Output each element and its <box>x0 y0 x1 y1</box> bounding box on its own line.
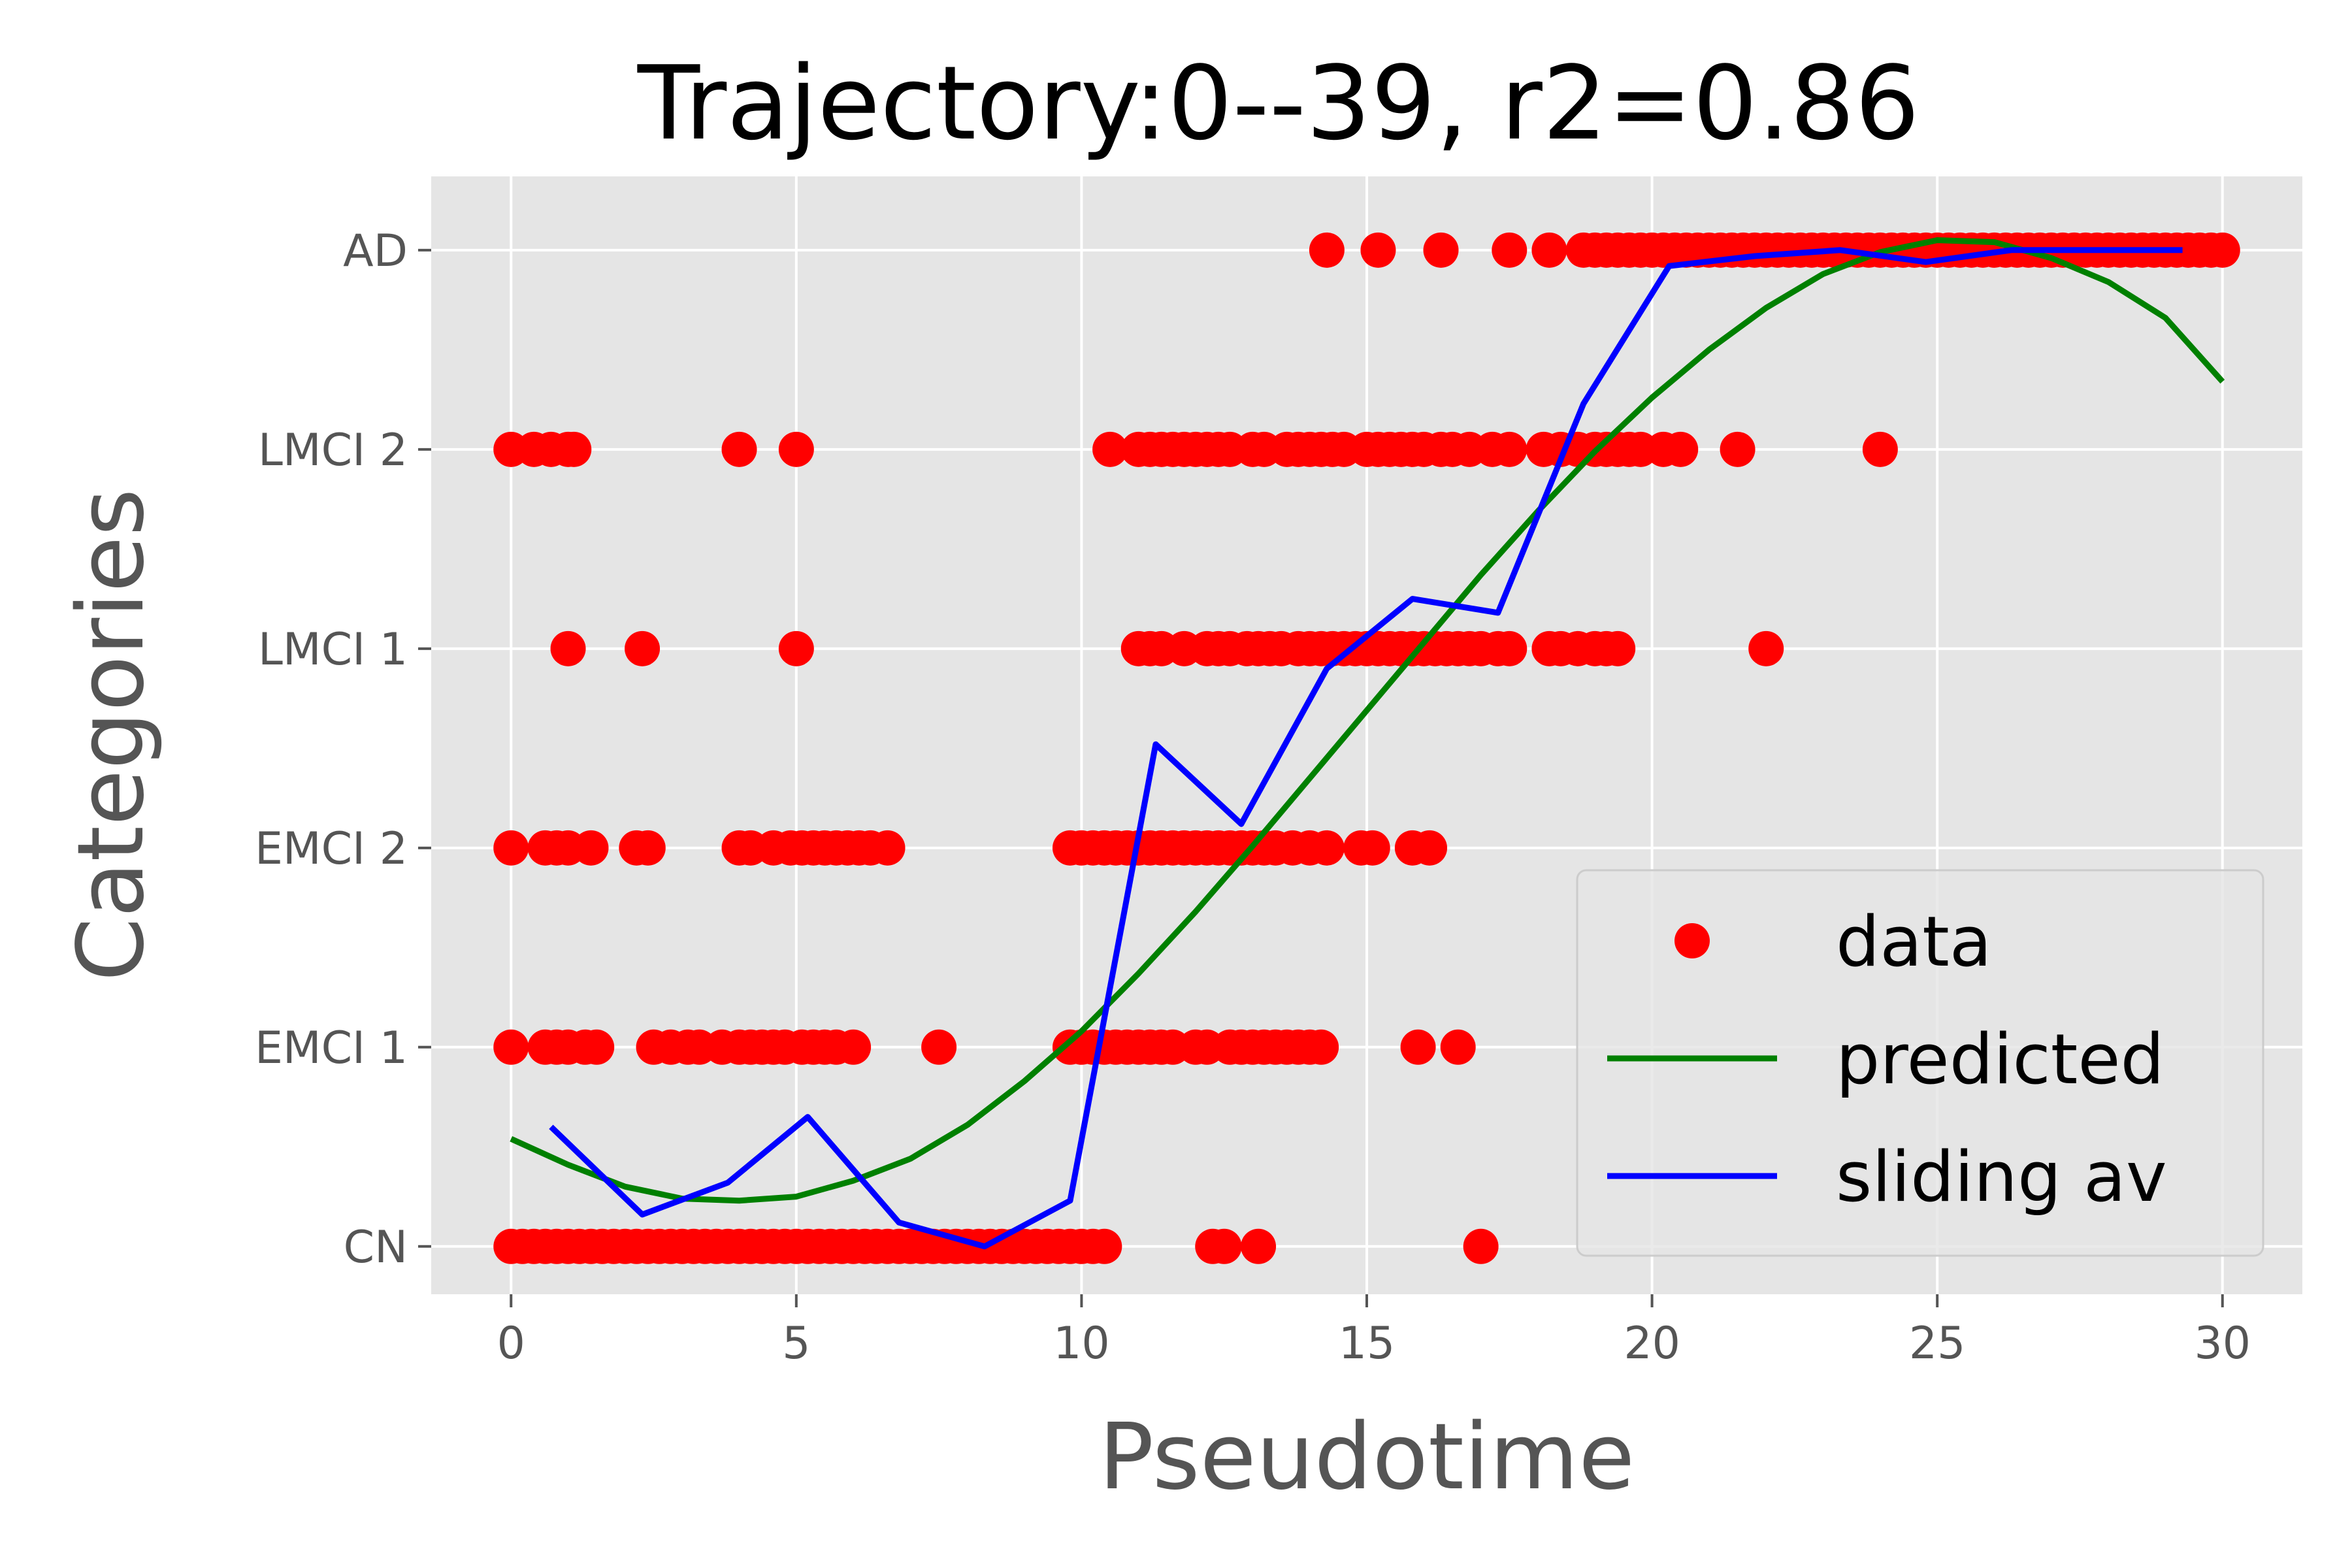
sliding-av-line <box>549 247 2183 1250</box>
y-tick-label: EMCI 1 <box>255 1022 408 1074</box>
data-point <box>556 431 592 467</box>
data-point <box>1463 1228 1499 1264</box>
data-point <box>2204 232 2240 268</box>
y-tick-label: LMCI 2 <box>258 425 408 476</box>
y-tick-label: AD <box>343 225 408 277</box>
data-point <box>630 830 666 866</box>
data-point <box>1492 232 1527 268</box>
data-point <box>579 1029 615 1065</box>
data-point <box>550 630 586 666</box>
data-point <box>1531 232 1567 268</box>
data-point <box>1206 1228 1242 1264</box>
data-point <box>1440 1029 1476 1065</box>
data-point <box>493 1029 529 1065</box>
y-axis-label: Categories <box>58 489 165 982</box>
x-tick-label: 20 <box>1624 1318 1680 1369</box>
data-point <box>1360 232 1396 268</box>
x-axis: 0 5 10 15 20 25 30 <box>497 1294 2251 1369</box>
data-point <box>1412 830 1448 866</box>
data-point <box>1241 1228 1277 1264</box>
data-point <box>1092 431 1128 467</box>
data-point <box>1309 830 1345 866</box>
data-point <box>1354 830 1390 866</box>
data-point <box>836 1029 872 1065</box>
data-point <box>493 830 529 866</box>
data-points <box>493 232 2240 1264</box>
data-point <box>573 830 609 866</box>
x-tick-label: 30 <box>2194 1318 2251 1369</box>
data-point <box>1663 431 1699 467</box>
data-point <box>1309 232 1345 268</box>
x-tick-label: 10 <box>1053 1318 1110 1369</box>
data-point <box>1423 232 1459 268</box>
series-lines <box>510 237 2225 1250</box>
data-point <box>721 431 757 467</box>
x-tick-label: 5 <box>782 1318 810 1369</box>
legend: data predicted sliding av <box>1576 869 2264 1257</box>
data-point <box>1862 431 1898 467</box>
predicted-line <box>510 237 2225 1204</box>
data-point <box>1492 630 1527 666</box>
data-point <box>778 431 814 467</box>
x-tick-label: 15 <box>1339 1318 1396 1369</box>
data-point <box>1748 630 1784 666</box>
data-point <box>870 830 906 866</box>
data-point <box>1303 1029 1339 1065</box>
legend-label: data <box>1836 902 1992 982</box>
data-point <box>625 630 661 666</box>
legend-label: predicted <box>1836 1019 2164 1100</box>
data-point <box>1720 431 1756 467</box>
y-tick-label: EMCI 2 <box>255 823 408 875</box>
y-tick-label: CN <box>344 1222 408 1273</box>
y-axis: CN EMCI 1 EMCI 2 LMCI 1 LMCI 2 AD <box>255 225 431 1273</box>
x-axis-label: Pseudotime <box>1099 1404 1635 1511</box>
data-point <box>1086 1228 1122 1264</box>
data-point <box>1492 431 1527 467</box>
y-tick-label: LMCI 1 <box>258 624 408 676</box>
data-point <box>778 630 814 666</box>
data-point <box>921 1029 957 1065</box>
x-tick-label: 0 <box>497 1318 525 1369</box>
legend-box <box>1576 869 2264 1257</box>
chart-title: Trajectory:0--39, r2=0.86 <box>637 44 1919 163</box>
legend-marker-data <box>1674 923 1710 958</box>
legend-label: sliding av <box>1836 1137 2167 1217</box>
data-point <box>1400 1029 1436 1065</box>
data-point <box>1600 630 1636 666</box>
x-tick-label: 25 <box>1909 1318 1966 1369</box>
